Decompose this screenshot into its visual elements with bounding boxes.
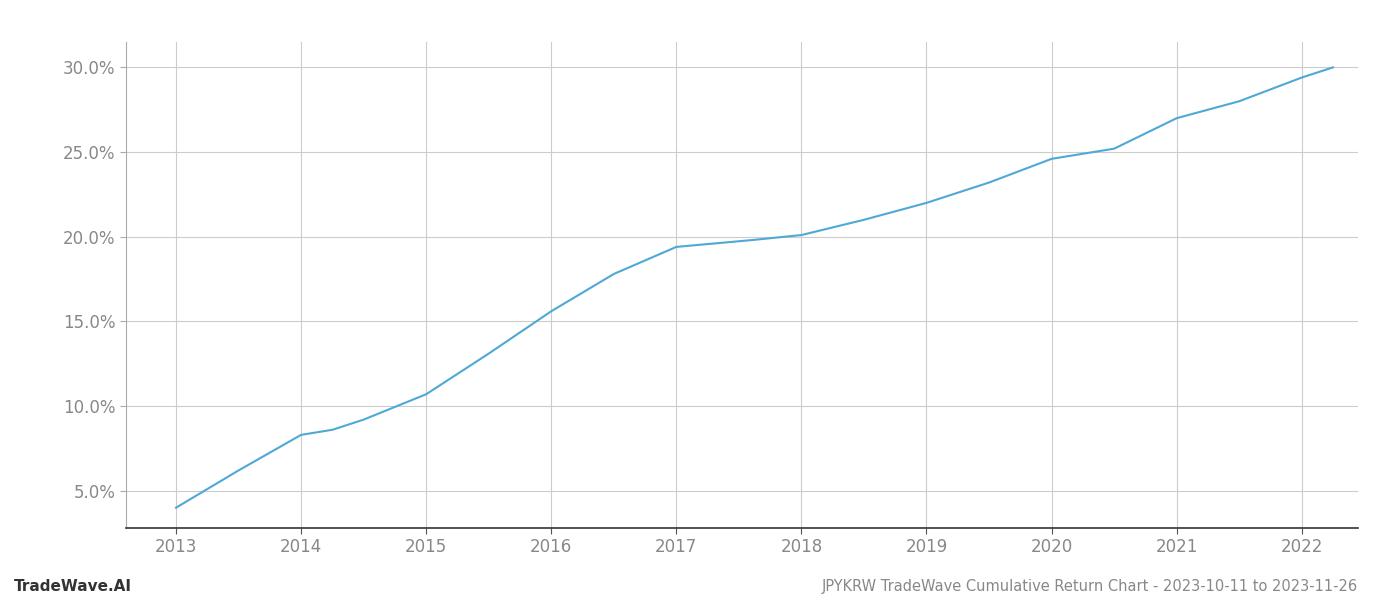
- Text: TradeWave.AI: TradeWave.AI: [14, 579, 132, 594]
- Text: JPYKRW TradeWave Cumulative Return Chart - 2023-10-11 to 2023-11-26: JPYKRW TradeWave Cumulative Return Chart…: [822, 579, 1358, 594]
